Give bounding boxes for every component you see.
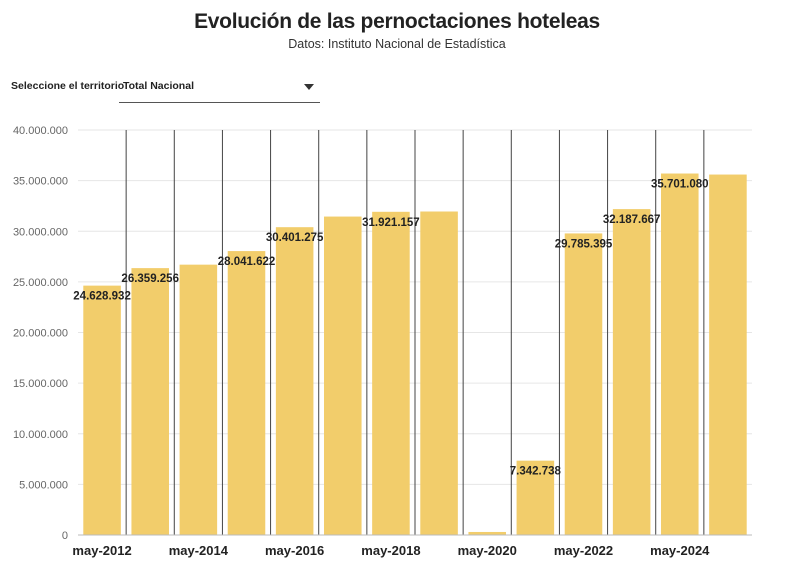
bar bbox=[468, 531, 506, 535]
data-label: 31.921.157 bbox=[362, 217, 420, 229]
bar bbox=[372, 211, 410, 535]
bar bbox=[564, 233, 603, 535]
data-label: 7.342.738 bbox=[510, 466, 562, 478]
bar bbox=[516, 460, 555, 535]
y-tick-label: 30.000.000 bbox=[13, 226, 68, 238]
y-tick-label: 20.000.000 bbox=[13, 328, 68, 340]
territory-select-value: Total Nacional bbox=[123, 80, 194, 92]
territory-filter-label: Seleccione el territorio bbox=[11, 80, 125, 92]
data-label: 28.041.622 bbox=[218, 256, 276, 268]
x-tick-label: may-2014 bbox=[169, 543, 229, 558]
bar bbox=[275, 227, 314, 536]
bar bbox=[324, 216, 362, 535]
bar bbox=[179, 264, 218, 535]
data-label: 26.359.256 bbox=[121, 273, 179, 285]
y-tick-label: 10.000.000 bbox=[13, 429, 68, 441]
chart-subtitle: Datos: Instituto Nacional de Estadística bbox=[288, 37, 506, 51]
x-tick-label: may-2022 bbox=[554, 543, 613, 558]
data-label: 29.785.395 bbox=[555, 238, 613, 250]
chevron-down-icon bbox=[304, 84, 314, 90]
y-tick-label: 40.000.000 bbox=[13, 125, 68, 137]
data-label: 30.401.275 bbox=[266, 232, 324, 244]
territory-select[interactable]: Total Nacional bbox=[119, 76, 320, 103]
bar bbox=[661, 173, 699, 536]
y-tick-label: 15.000.000 bbox=[13, 378, 68, 390]
bar bbox=[709, 174, 747, 536]
x-tick-label: may-2012 bbox=[72, 543, 131, 558]
chart-title: Evolución de las pernoctaciones hoteleas bbox=[194, 10, 600, 33]
bar bbox=[83, 285, 121, 535]
bar bbox=[227, 251, 266, 535]
y-tick-label: 0 bbox=[62, 530, 68, 542]
data-label: 32.187.667 bbox=[603, 214, 661, 226]
data-label: 24.628.932 bbox=[73, 291, 131, 303]
x-tick-label: may-2016 bbox=[265, 543, 324, 558]
bar bbox=[420, 211, 458, 535]
x-tick-label: may-2018 bbox=[361, 543, 420, 558]
y-tick-label: 25.000.000 bbox=[13, 277, 68, 289]
bar-chart: 0 5.000.000 10.000.000 15.000.000 20.000.000… bbox=[13, 125, 752, 558]
bar bbox=[131, 268, 169, 535]
y-tick-label: 5.000.000 bbox=[19, 479, 68, 491]
y-tick-label: 35.000.000 bbox=[13, 176, 68, 188]
bar bbox=[612, 209, 651, 536]
data-label: 35.701.080 bbox=[651, 179, 709, 191]
x-tick-label: may-2024 bbox=[650, 543, 710, 558]
x-tick-label: may-2020 bbox=[458, 543, 517, 558]
